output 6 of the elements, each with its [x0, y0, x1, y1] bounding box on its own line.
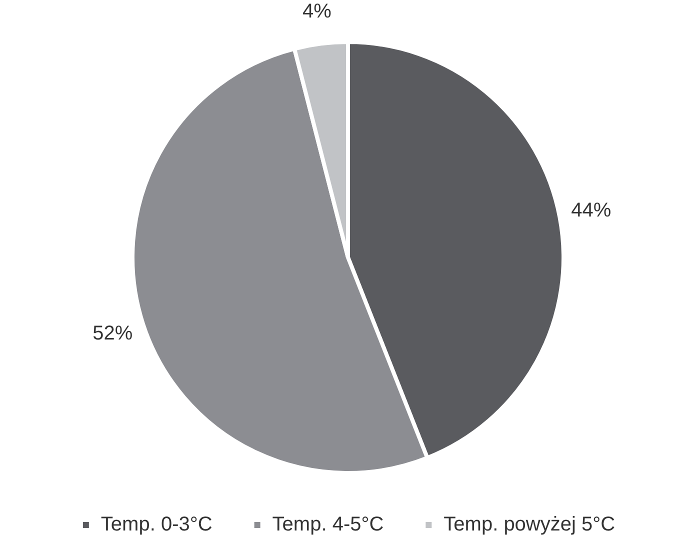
data-label: 4% [302, 0, 332, 22]
legend-label: Temp. powyżej 5°C [444, 514, 616, 536]
data-label: 52% [92, 322, 133, 344]
legend-label: Temp. 4-5°C [272, 514, 384, 536]
legend-label: Temp. 0-3°C [100, 514, 212, 536]
data-label: 44% [571, 200, 612, 222]
